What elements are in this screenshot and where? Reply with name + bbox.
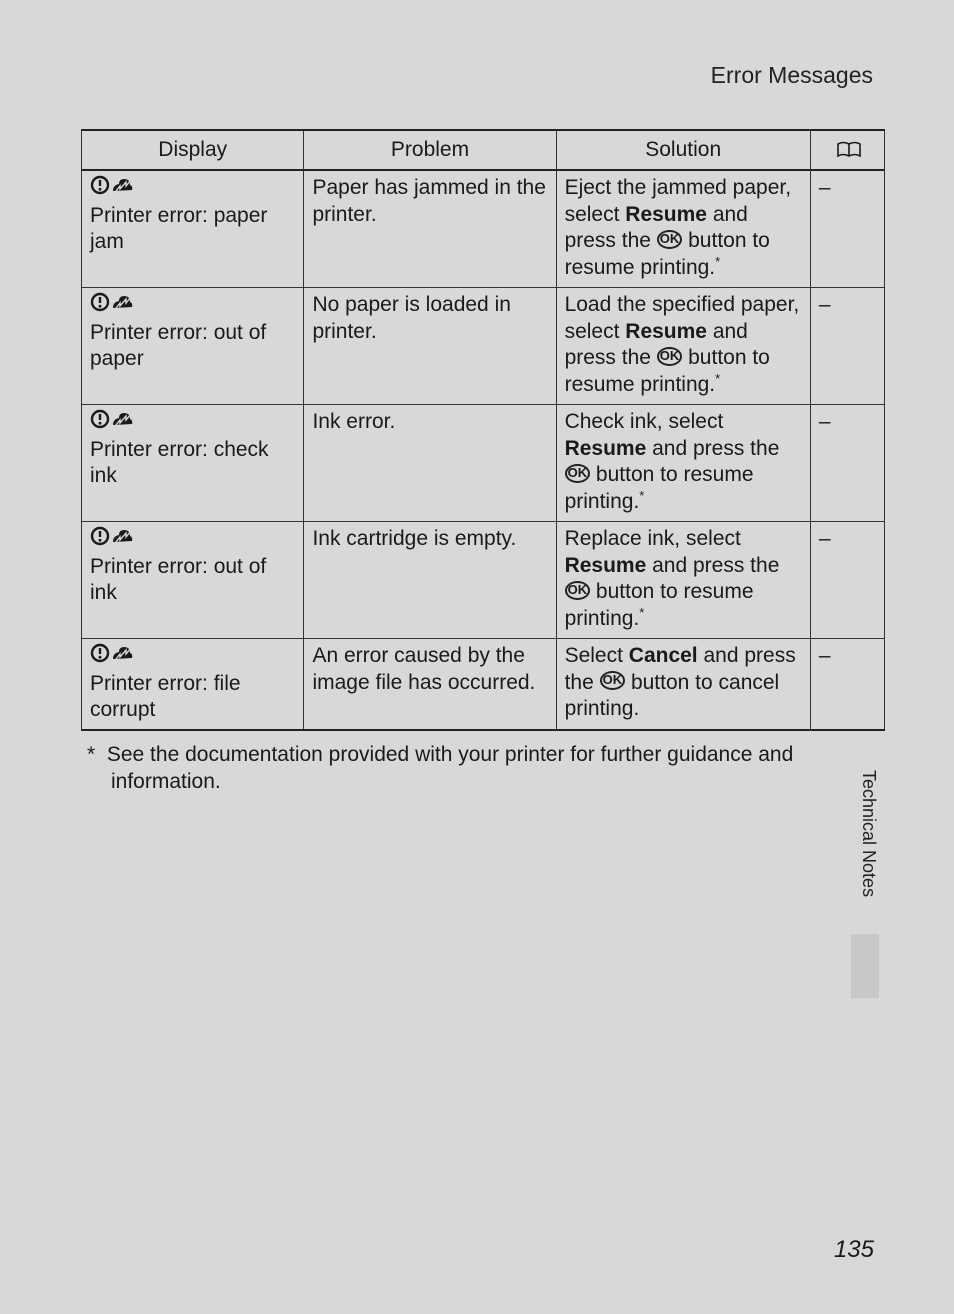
cell-reference: – [810, 405, 884, 522]
pictbridge-icon [110, 175, 134, 195]
warning-pictbridge-icon [90, 643, 134, 663]
pictbridge-icon [110, 292, 134, 312]
footnote-marker: * [715, 371, 720, 386]
pictbridge-icon [110, 643, 134, 663]
cell-display: Printer error: check ink [82, 405, 304, 522]
footnote-marker: * [87, 743, 95, 766]
cell-solution: Replace ink, select Resume and press the… [556, 522, 810, 639]
footnote-text: See the documentation provided with your… [107, 743, 793, 793]
section-tab-block [851, 934, 879, 998]
table-row: Printer error: out of ink Ink cartridge … [82, 522, 885, 639]
pictbridge-icon [110, 409, 134, 429]
table-row: Printer error: paper jam Paper has jamme… [82, 170, 885, 288]
pictbridge-icon [110, 526, 134, 546]
ok-button-icon: OK [657, 230, 683, 249]
cell-problem: No paper is loaded in printer. [304, 288, 556, 405]
col-header-display: Display [82, 130, 304, 170]
solution-text: Check ink, select [565, 410, 724, 433]
solution-bold: Resume [565, 554, 647, 577]
table-header-row: Display Problem Solution [82, 130, 885, 170]
error-messages-table: Display Problem Solution Printer error: … [81, 129, 885, 731]
col-header-problem: Problem [304, 130, 556, 170]
cell-problem: An error caused by the image file has oc… [304, 639, 556, 730]
table-row: Printer error: file corrupt An error cau… [82, 639, 885, 730]
warning-pictbridge-icon [90, 175, 134, 195]
section-tab-label: Technical Notes [858, 770, 879, 897]
display-text: Printer error: file corrupt [90, 672, 241, 721]
cell-reference: – [810, 288, 884, 405]
solution-text: and press the [646, 437, 779, 460]
footnote-marker: * [639, 488, 644, 503]
solution-text: button to resume printing. [565, 463, 754, 513]
col-header-solution: Solution [556, 130, 810, 170]
col-header-reference [810, 130, 884, 170]
solution-bold: Cancel [629, 644, 698, 667]
ok-button-icon: OK [657, 347, 683, 366]
page-title: Error Messages [75, 62, 879, 89]
cell-solution: Load the specified paper, select Resume … [556, 288, 810, 405]
footnote: * See the documentation provided with yo… [81, 741, 879, 796]
display-text: Printer error: out of paper [90, 321, 266, 370]
warning-icon [90, 526, 110, 546]
table-row: Printer error: out of paper No paper is … [82, 288, 885, 405]
cell-reference: – [810, 639, 884, 730]
cell-solution: Check ink, select Resume and press the O… [556, 405, 810, 522]
table-row: Printer error: check ink Ink error. Chec… [82, 405, 885, 522]
footnote-marker: * [715, 254, 720, 269]
warning-pictbridge-icon [90, 292, 134, 312]
warning-icon [90, 175, 110, 195]
cell-reference: – [810, 170, 884, 288]
cell-solution: Select Cancel and press the OK button to… [556, 639, 810, 730]
ok-button-icon: OK [600, 671, 626, 690]
warning-pictbridge-icon [90, 526, 134, 546]
warning-pictbridge-icon [90, 409, 134, 429]
solution-bold: Resume [565, 437, 647, 460]
ok-button-icon: OK [565, 464, 591, 483]
cell-problem: Ink cartridge is empty. [304, 522, 556, 639]
solution-bold: Resume [625, 320, 707, 343]
book-icon [836, 141, 862, 159]
solution-text: Select [565, 644, 629, 667]
solution-bold: Resume [625, 203, 707, 226]
cell-display: Printer error: file corrupt [82, 639, 304, 730]
cell-problem: Ink error. [304, 405, 556, 522]
page-number: 135 [834, 1236, 874, 1264]
cell-reference: – [810, 522, 884, 639]
cell-problem: Paper has jammed in the printer. [304, 170, 556, 288]
manual-page: Error Messages Display Problem Solution … [0, 0, 954, 1314]
display-text: Printer error: out of ink [90, 555, 266, 604]
solution-text: button to resume printing. [565, 580, 754, 630]
solution-text: and press the [646, 554, 779, 577]
solution-text: Replace ink, select [565, 527, 741, 550]
cell-display: Printer error: out of paper [82, 288, 304, 405]
cell-display: Printer error: out of ink [82, 522, 304, 639]
warning-icon [90, 643, 110, 663]
warning-icon [90, 409, 110, 429]
cell-solution: Eject the jammed paper, select Resume an… [556, 170, 810, 288]
ok-button-icon: OK [565, 581, 591, 600]
warning-icon [90, 292, 110, 312]
footnote-marker: * [639, 605, 644, 620]
display-text: Printer error: check ink [90, 438, 269, 487]
display-text: Printer error: paper jam [90, 204, 267, 253]
cell-display: Printer error: paper jam [82, 170, 304, 288]
